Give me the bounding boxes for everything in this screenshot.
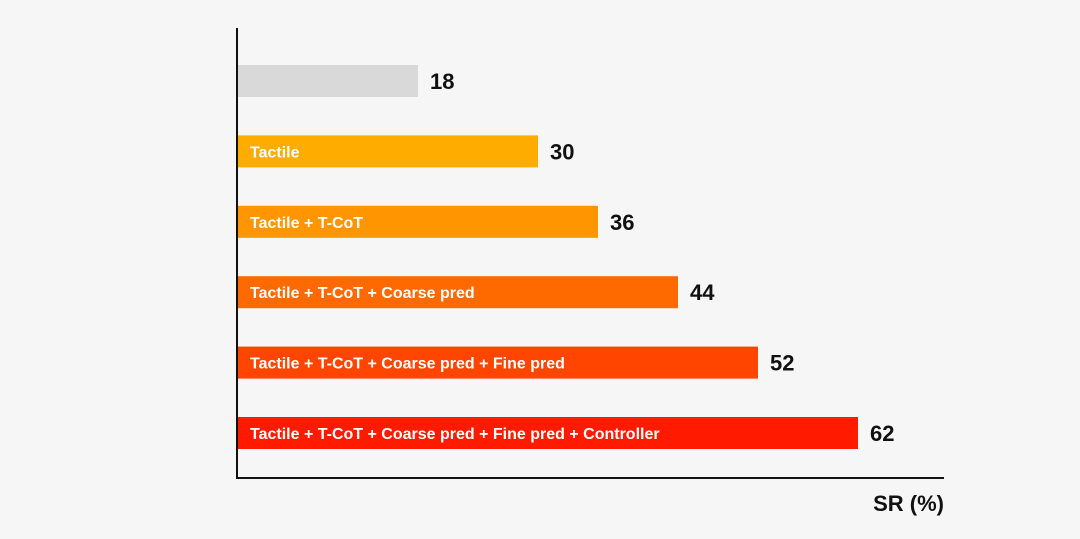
bar-5 bbox=[238, 417, 858, 449]
bar-2 bbox=[238, 205, 598, 238]
bar-value-label-1: 30 bbox=[550, 139, 574, 164]
bar-value-label-5: 62 bbox=[870, 421, 894, 446]
bar-3 bbox=[238, 276, 678, 309]
bar-category-label-1: Tactile bbox=[250, 144, 300, 161]
bars-group: 18 Tactile 30 Tactile + T-CoT 36 Tactile + T-… bbox=[238, 65, 894, 449]
bar-category-label-2: Tactile + T-CoT bbox=[250, 215, 363, 232]
x-axis-title: SR (%) bbox=[873, 491, 944, 516]
bar-0 bbox=[238, 65, 418, 97]
bar-value-label-4: 52 bbox=[770, 351, 794, 376]
bar-value-label-0: 18 bbox=[430, 69, 454, 94]
bar-4 bbox=[238, 346, 758, 379]
bar-category-label-4: Tactile + T-CoT + Coarse pred + Fine pre… bbox=[250, 356, 565, 373]
bar-category-label-3: Tactile + T-CoT + Coarse pred bbox=[250, 285, 475, 302]
bar-value-label-2: 36 bbox=[610, 210, 634, 235]
bar-value-label-3: 44 bbox=[690, 280, 715, 305]
bar-category-label-5: Tactile + T-CoT + Coarse pred + Fine pre… bbox=[250, 426, 660, 443]
bar-1 bbox=[238, 135, 538, 168]
